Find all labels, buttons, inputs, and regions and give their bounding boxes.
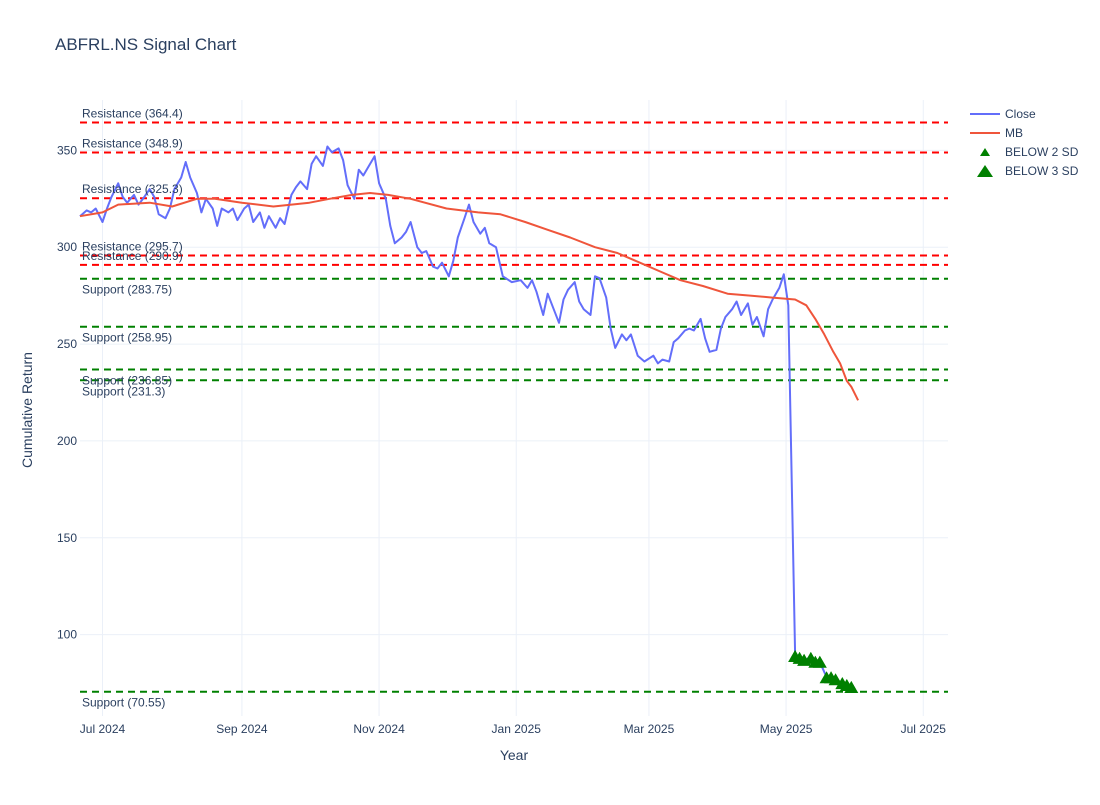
- x-tick-label: Jan 2025: [492, 722, 542, 736]
- support-label: Support (70.55): [82, 696, 165, 710]
- x-tick-label: Jul 2025: [901, 722, 947, 736]
- y-axis-title: Cumulative Return: [19, 352, 35, 468]
- ticks: 100 150 200 250 300 350 Jul 2024 Sep 2024 Nov 20…: [57, 143, 946, 736]
- legend-label-close: Close: [1005, 107, 1036, 121]
- below-3sd-marker: [844, 680, 859, 693]
- legend[interactable]: Close MB BELOW 2 SD BELOW 3 SD: [970, 107, 1079, 178]
- support-label: Support (231.3): [82, 384, 165, 398]
- below-3sd-marker: [812, 655, 827, 668]
- y-tick-label: 300: [57, 240, 77, 254]
- support-label: Support (283.75): [82, 283, 172, 297]
- x-tick-label: Sep 2024: [216, 722, 268, 736]
- y-tick-label: 350: [57, 143, 77, 157]
- x-tick-label: May 2025: [760, 722, 813, 736]
- y-tick-label: 100: [57, 628, 77, 642]
- x-axis-title: Year: [500, 747, 529, 763]
- y-tick-label: 250: [57, 337, 77, 351]
- x-tick-label: Nov 2024: [353, 722, 405, 736]
- support-label: Support (236.85): [82, 374, 172, 388]
- y-tick-label: 150: [57, 531, 77, 545]
- legend-label-below-3-sd: BELOW 3 SD: [1005, 164, 1079, 178]
- resistance-label: Resistance (290.9): [82, 249, 183, 263]
- resistance-label: Resistance (364.4): [82, 106, 183, 120]
- legend-label-mb: MB: [1005, 126, 1023, 140]
- resistance-label: Resistance (325.3): [82, 182, 183, 196]
- x-tick-label: Mar 2025: [624, 722, 675, 736]
- resistance-label: Resistance (295.7): [82, 240, 183, 254]
- levels: [80, 121, 948, 693]
- x-tick-label: Jul 2024: [80, 722, 126, 736]
- legend-swatch-below-2-sd: [980, 148, 990, 156]
- chart-title: ABFRL.NS Signal Chart: [55, 35, 237, 54]
- legend-label-below-2-sd: BELOW 2 SD: [1005, 145, 1079, 159]
- legend-swatch-below-3-sd: [977, 165, 993, 177]
- y-tick-label: 200: [57, 434, 77, 448]
- below-3sd-marker: [828, 673, 843, 686]
- resistance-label: Resistance (348.9): [82, 136, 183, 150]
- support-label: Support (258.95): [82, 331, 172, 345]
- series-line-mb: [79, 192, 859, 401]
- level-labels: Resistance (364.4) Resistance (348.9) Resi…: [82, 106, 183, 709]
- grid: [80, 100, 948, 716]
- series: [79, 145, 859, 693]
- series-line-close: [79, 145, 852, 688]
